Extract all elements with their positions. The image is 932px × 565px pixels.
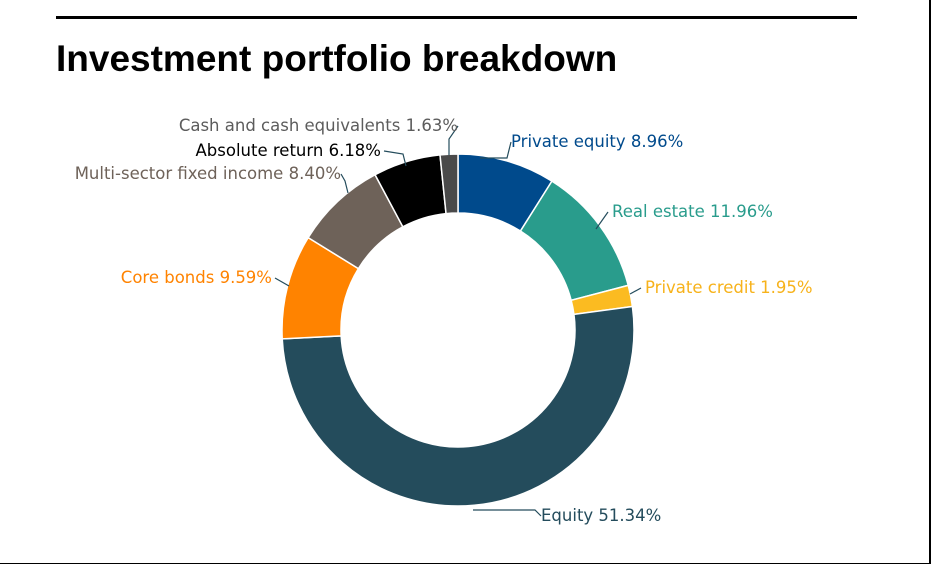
title-rule [56,16,857,19]
leader-line [480,141,512,159]
leader-line [595,211,609,230]
leader-line [629,287,642,295]
leader-line [274,277,290,287]
donut-slices [281,153,635,507]
data-label: Core bonds 9.59% [121,268,272,287]
slice-equity [281,305,635,507]
data-label: Cash and cash equivalents 1.63% [179,116,458,135]
leader-line [473,509,542,517]
data-label: Equity 51.34% [541,506,661,525]
leader-line [383,150,407,167]
data-label: Private equity 8.96% [511,132,683,151]
slice-labels: Private equity 8.96% Real estate 11.96% Pr… [75,116,813,525]
data-label: Private credit 1.95% [645,278,813,297]
slice-cash-and-cash-equivalents [439,153,459,215]
data-label: Absolute return 6.18% [196,141,381,160]
leader-line [340,173,349,194]
leader-line [448,125,459,155]
data-label: Real estate 11.96% [612,202,773,221]
chart-title: Investment portfolio breakdown [56,38,618,79]
data-label: Multi-sector fixed income 8.40% [75,164,341,183]
